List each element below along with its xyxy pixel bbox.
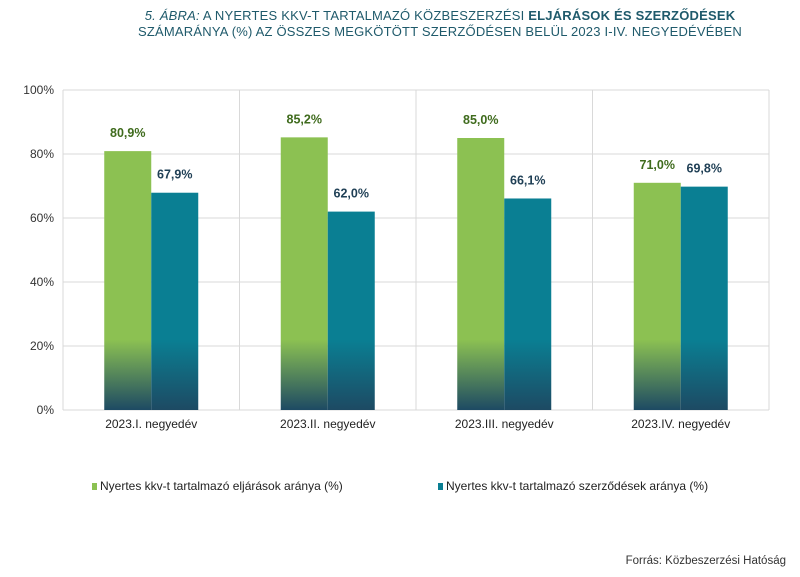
- y-tick-label: 60%: [30, 211, 54, 225]
- legend-label: Nyertes kkv-t tartalmazó eljárások arány…: [100, 479, 343, 493]
- y-tick-label: 100%: [23, 83, 54, 97]
- legend-swatch: [92, 483, 97, 490]
- title-part-1: A NYERTES KKV-T TARTALMAZÓ KÖZBESZERZÉSI: [202, 8, 525, 23]
- data-label: 62,0%: [334, 187, 369, 201]
- y-tick-label: 80%: [30, 147, 54, 161]
- bar: [104, 151, 152, 410]
- bar: [280, 137, 328, 411]
- bar: [457, 138, 505, 410]
- x-tick-label: 2023.III. negyedév: [455, 417, 554, 431]
- data-label: 67,9%: [157, 168, 192, 182]
- y-tick-label: 40%: [30, 275, 54, 289]
- legend-swatch: [438, 483, 443, 490]
- chart-title: 5. ÁBRA: A NYERTES KKV-T TARTALMAZÓ KÖZB…: [0, 8, 800, 40]
- y-tick-label: 20%: [30, 339, 54, 353]
- data-label: 80,9%: [110, 126, 145, 140]
- legend-label: Nyertes kkv-t tartalmazó szerződések ará…: [446, 479, 708, 493]
- x-tick-label: 2023.II. negyedév: [280, 417, 375, 431]
- bar: [327, 211, 375, 410]
- title-line-1: 5. ÁBRA: A NYERTES KKV-T TARTALMAZÓ KÖZB…: [0, 8, 800, 24]
- bar: [680, 186, 728, 410]
- title-bold-part: ELJÁRÁSOK ÉS SZERZŐDÉSEK: [528, 8, 736, 23]
- data-label: 69,8%: [687, 162, 722, 176]
- data-label: 71,0%: [640, 158, 675, 172]
- x-tick-label: 2023.I. negyedév: [105, 417, 197, 431]
- data-label: 66,1%: [510, 173, 545, 187]
- bar: [633, 182, 681, 410]
- data-label: 85,0%: [463, 113, 498, 127]
- bar: [151, 192, 199, 410]
- x-tick-label: 2023.IV. negyedév: [631, 417, 730, 431]
- title-line-2: SZÁMARÁNYA (%) AZ ÖSSZES MEGKÖTÖTT SZERZ…: [138, 24, 742, 39]
- y-tick-label: 0%: [37, 403, 55, 417]
- source-note: Forrás: Közbeszerzési Hatóság: [625, 555, 786, 567]
- data-label: 85,2%: [287, 112, 322, 126]
- bar: [504, 198, 552, 410]
- figure-number: 5. ÁBRA:: [144, 8, 200, 23]
